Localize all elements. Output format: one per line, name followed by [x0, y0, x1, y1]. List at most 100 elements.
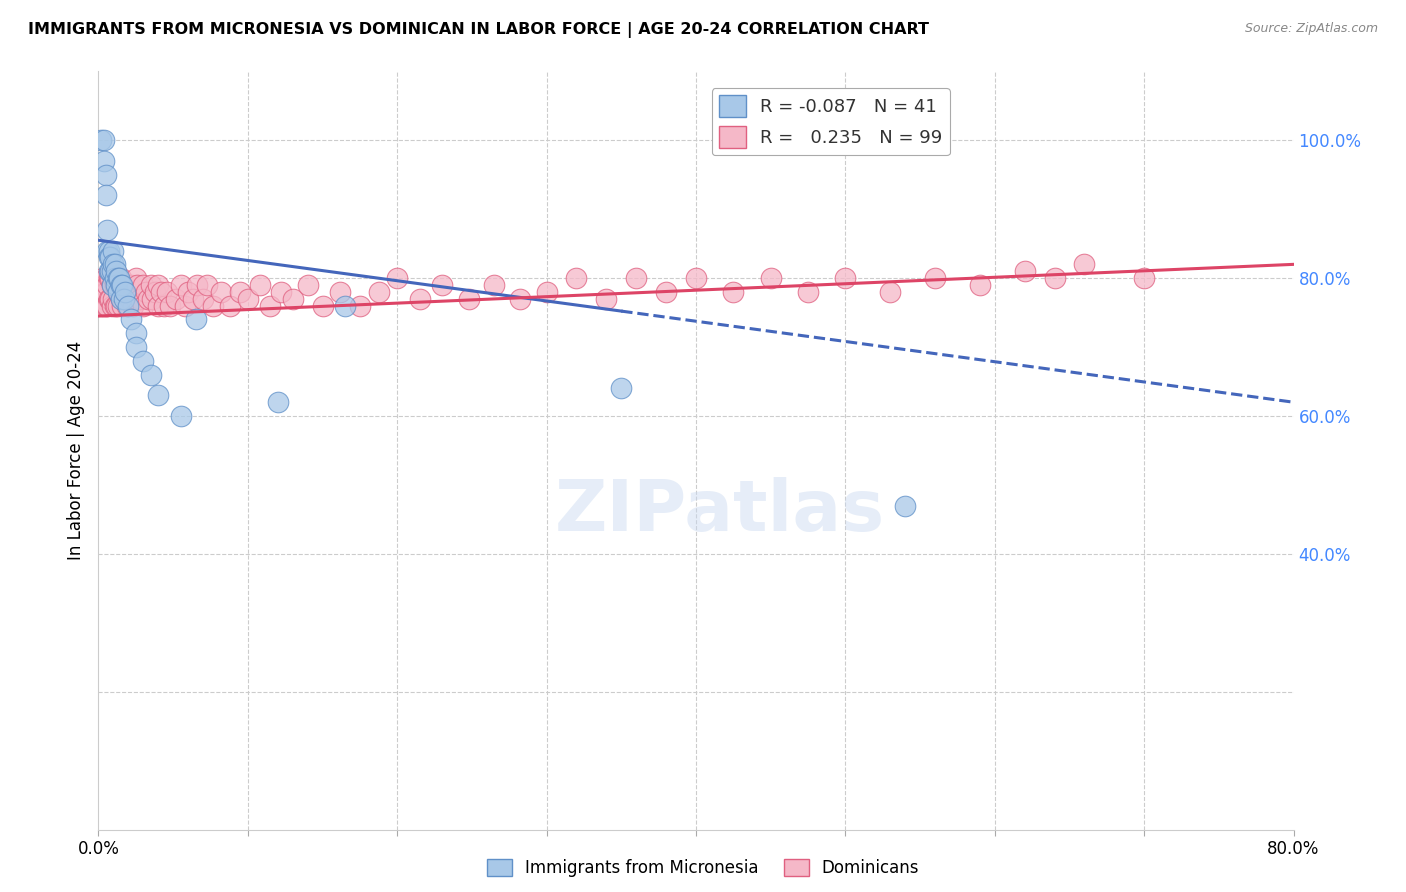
Point	[125, 271, 148, 285]
Point	[97, 251, 120, 265]
Point	[96, 223, 118, 237]
Point	[229, 285, 252, 299]
Point	[105, 278, 128, 293]
Point	[610, 381, 633, 395]
Point	[125, 292, 148, 306]
Point	[148, 278, 170, 293]
Point	[112, 285, 135, 299]
Point	[181, 292, 204, 306]
Point	[93, 292, 115, 306]
Point	[93, 133, 115, 147]
Point	[107, 285, 129, 299]
Point	[98, 271, 122, 285]
Point	[132, 278, 155, 293]
Point	[93, 278, 115, 293]
Point	[329, 285, 352, 299]
Point	[202, 299, 225, 313]
Point	[121, 299, 143, 313]
Point	[101, 278, 124, 293]
Point	[125, 326, 148, 341]
Point	[117, 299, 139, 313]
Point	[267, 395, 290, 409]
Point	[430, 278, 453, 293]
Point	[536, 285, 558, 299]
Point	[165, 292, 187, 306]
Point	[685, 271, 707, 285]
Point	[565, 271, 588, 285]
Point	[107, 285, 129, 299]
Point	[94, 299, 117, 313]
Point	[894, 499, 917, 513]
Point	[169, 409, 191, 423]
Point	[1133, 271, 1156, 285]
Point	[97, 271, 120, 285]
Point	[186, 278, 208, 293]
Point	[107, 271, 129, 285]
Point	[103, 257, 125, 271]
Point	[90, 133, 112, 147]
Point	[114, 278, 136, 293]
Point	[484, 278, 506, 293]
Point	[349, 299, 371, 313]
Point	[156, 285, 179, 299]
Point	[101, 278, 124, 293]
Point	[96, 244, 118, 258]
Point	[94, 285, 117, 299]
Point	[385, 271, 409, 285]
Point	[184, 312, 207, 326]
Point	[136, 292, 159, 306]
Point	[132, 299, 155, 313]
Point	[159, 299, 181, 313]
Point	[281, 292, 304, 306]
Point	[97, 264, 120, 278]
Point	[368, 285, 391, 299]
Point	[219, 299, 242, 313]
Point	[297, 278, 319, 293]
Point	[1014, 264, 1036, 278]
Point	[108, 271, 131, 285]
Point	[139, 278, 162, 293]
Point	[259, 299, 281, 313]
Text: IMMIGRANTS FROM MICRONESIA VS DOMINICAN IN LABOR FORCE | AGE 20-24 CORRELATION C: IMMIGRANTS FROM MICRONESIA VS DOMINICAN …	[28, 22, 929, 38]
Point	[101, 264, 124, 278]
Point	[91, 299, 114, 313]
Point	[94, 188, 117, 202]
Point	[132, 354, 155, 368]
Point	[104, 257, 127, 271]
Point	[90, 285, 112, 299]
Point	[111, 299, 134, 313]
Point	[969, 278, 991, 293]
Point	[270, 285, 292, 299]
Point	[104, 271, 127, 285]
Point	[153, 299, 176, 313]
Point	[879, 285, 901, 299]
Legend: R = -0.087   N = 41, R =   0.235   N = 99: R = -0.087 N = 41, R = 0.235 N = 99	[711, 88, 950, 155]
Point	[125, 340, 148, 354]
Point	[98, 264, 122, 278]
Point	[98, 251, 122, 265]
Point	[97, 292, 120, 306]
Text: Source: ZipAtlas.com: Source: ZipAtlas.com	[1244, 22, 1378, 36]
Point	[105, 299, 128, 313]
Point	[148, 388, 170, 402]
Point	[458, 292, 481, 306]
Point	[1073, 257, 1095, 271]
Point	[103, 244, 125, 258]
Point	[408, 292, 430, 306]
Point	[96, 278, 118, 293]
Point	[723, 285, 745, 299]
Point	[101, 299, 124, 313]
Point	[103, 271, 125, 285]
Point	[111, 278, 134, 293]
Point	[150, 285, 173, 299]
Point	[91, 271, 114, 285]
Point	[104, 299, 127, 313]
Point	[139, 368, 162, 382]
Point	[97, 244, 120, 258]
Point	[797, 285, 820, 299]
Point	[236, 292, 259, 306]
Point	[333, 299, 356, 313]
Y-axis label: In Labor Force | Age 20-24: In Labor Force | Age 20-24	[66, 341, 84, 560]
Point	[209, 285, 232, 299]
Point	[127, 278, 149, 293]
